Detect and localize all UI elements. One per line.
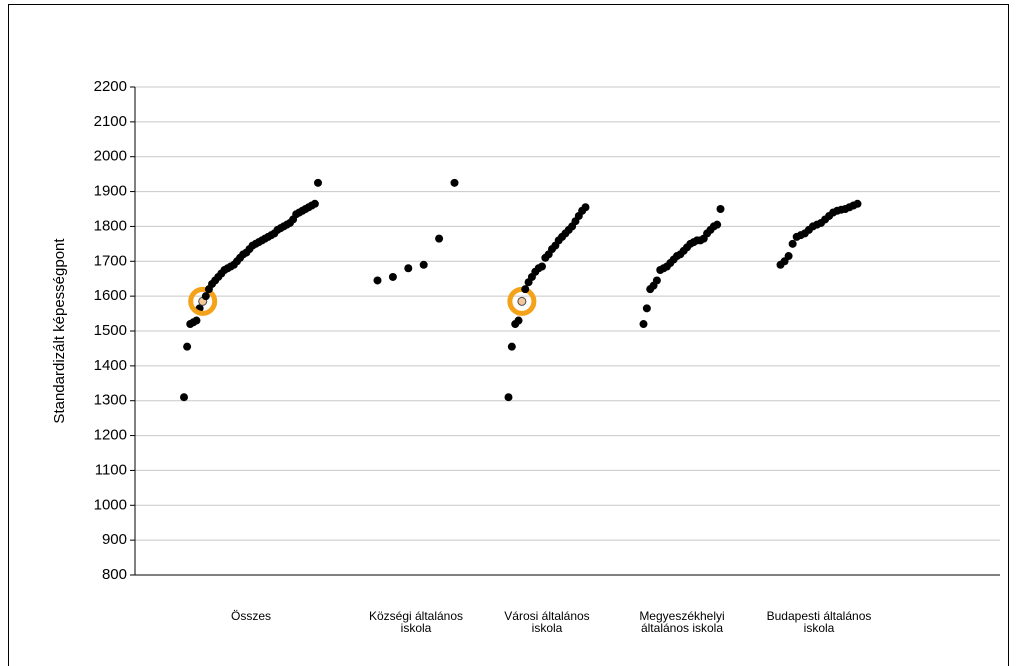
point <box>310 199 319 208</box>
point <box>652 276 661 285</box>
point <box>853 199 862 208</box>
y-tick-label: 1400 <box>94 357 127 374</box>
x-tick-label: Budapesti általános <box>767 609 872 623</box>
x-tick-label: iskola <box>532 621 563 635</box>
y-axis-label: Standardizált képességpont <box>51 238 68 424</box>
point <box>642 304 651 313</box>
point <box>419 260 428 269</box>
point <box>504 393 513 402</box>
point <box>201 292 210 301</box>
y-tick-label: 1600 <box>94 287 127 304</box>
point <box>373 276 382 285</box>
point <box>388 272 397 281</box>
point <box>521 285 530 294</box>
highlight-ring <box>188 286 218 316</box>
point <box>435 234 444 243</box>
point <box>713 220 722 229</box>
point <box>192 316 201 325</box>
y-tick-label: 800 <box>102 566 127 583</box>
x-tick-label: általános iskola <box>641 621 723 635</box>
point <box>314 178 322 187</box>
point <box>788 239 797 248</box>
point <box>716 205 725 213</box>
y-tick-label: 900 <box>102 531 127 548</box>
y-tick-label: 1200 <box>94 427 127 444</box>
y-tick-label: 1000 <box>94 496 127 513</box>
y-tick-label: 1500 <box>94 322 127 339</box>
point <box>581 203 590 212</box>
x-tick-label: Községi általános <box>369 609 463 623</box>
x-tick-label: Megyeszékhelyi <box>639 609 724 623</box>
y-tick-label: 2000 <box>94 148 127 165</box>
y-tick-label: 1800 <box>94 217 127 234</box>
point <box>784 252 793 261</box>
x-tick-label: iskola <box>401 621 432 635</box>
point <box>183 342 192 351</box>
y-tick-label: 2200 <box>94 78 127 95</box>
y-tick-label: 1100 <box>95 461 127 478</box>
highlight-point <box>517 296 527 306</box>
point <box>404 264 413 273</box>
y-tick-label: 1300 <box>94 392 127 409</box>
point <box>537 262 546 271</box>
point <box>507 342 516 351</box>
point <box>514 316 523 325</box>
frame <box>8 4 1009 666</box>
point <box>450 178 459 187</box>
point <box>639 320 648 329</box>
y-tick-label: 1900 <box>94 183 127 200</box>
x-tick-label: Összes <box>231 609 271 623</box>
x-tick-label: iskola <box>804 621 835 635</box>
y-tick-label: 1700 <box>94 252 127 269</box>
y-tick-label: 2100 <box>94 113 127 130</box>
point <box>180 393 188 402</box>
x-tick-label: Városi általános <box>504 609 589 623</box>
